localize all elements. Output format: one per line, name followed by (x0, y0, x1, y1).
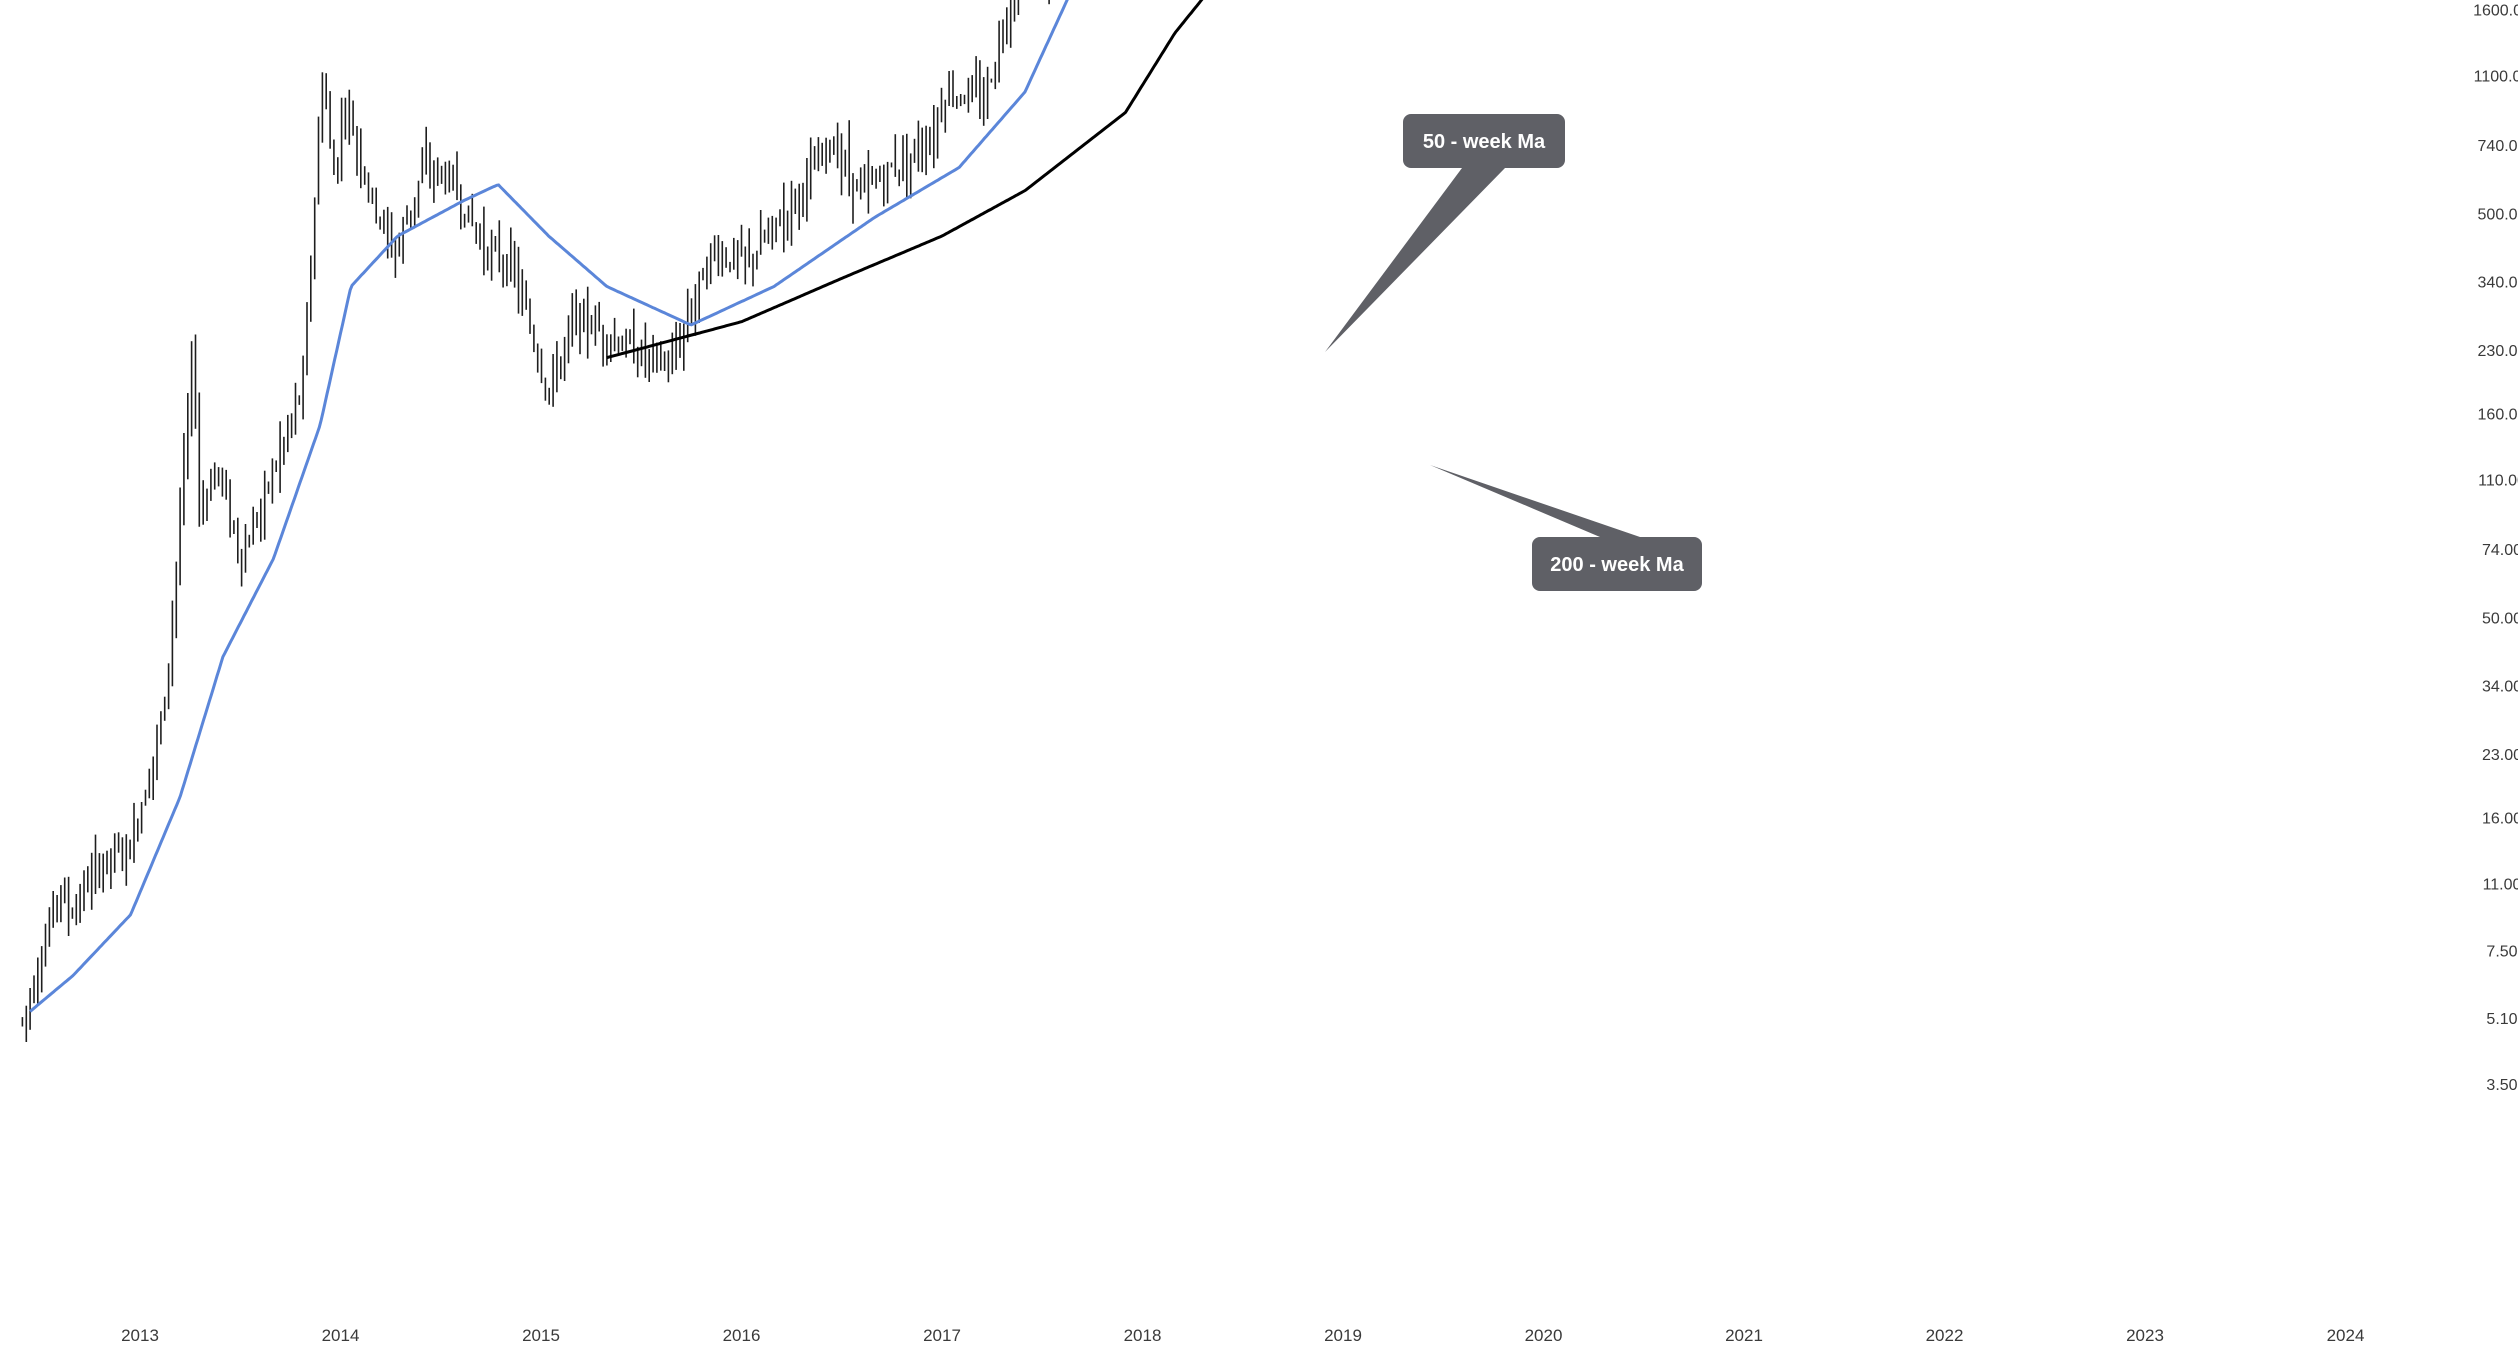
callout-label: 50 - week Ma (1423, 131, 1546, 153)
y-tick-label: 7.50 (2486, 943, 2517, 960)
y-tick-label: 740.00 (2478, 138, 2518, 155)
x-tick-label: 2016 (723, 1326, 761, 1345)
callout-box (1403, 114, 1565, 168)
y-tick-label: 110.00 (2478, 472, 2518, 489)
x-tick-label: 2021 (1725, 1326, 1763, 1345)
y-tick-label: 23.00 (2482, 747, 2518, 764)
x-tick-label: 2024 (2327, 1326, 2365, 1345)
x-tick-label: 2023 (2126, 1326, 2164, 1345)
annotation-layer: 50 - week Ma 200 - week Ma (1325, 114, 1702, 591)
x-tick-label: 2015 (522, 1326, 560, 1345)
x-tick-label: 2020 (1525, 1326, 1563, 1345)
y-tick-label: 74.00 (2482, 542, 2518, 559)
y-tick-label: 160.00 (2478, 407, 2518, 424)
callout-box (1532, 537, 1702, 591)
price-candles-layer (21, 0, 1050, 1042)
callout-label: 200 - week Ma (1550, 554, 1684, 576)
ma200-line (606, 0, 1204, 360)
y-tick-label: 1100.00 (2474, 68, 2518, 85)
y-tick-label: 1600.00 (2473, 3, 2518, 20)
x-tick-label: 2017 (923, 1326, 961, 1345)
y-axis: 160000.00110000.0074000.0050000.0034000.… (2473, 3, 2518, 1095)
x-tick-label: 2018 (1124, 1326, 1162, 1345)
y-tick-label: 500.00 (2478, 207, 2518, 224)
x-tick-label: 2013 (121, 1326, 159, 1345)
ma50-line (29, 0, 1069, 1013)
callout-pointer (1430, 465, 1640, 537)
x-tick-label: 2014 (322, 1326, 360, 1345)
callout-pointer (1325, 168, 1505, 352)
x-tick-label: 2019 (1324, 1326, 1362, 1345)
y-tick-label: 50.00 (2482, 611, 2518, 628)
y-tick-label: 230.00 (2478, 343, 2518, 360)
y-tick-label: 3.50 (2486, 1077, 2517, 1094)
y-tick-label: 16.00 (2482, 811, 2518, 828)
y-tick-label: 34.00 (2482, 678, 2518, 695)
x-axis: 2013 2014 2015 2016 2017 2018 2019 2020 2021 2022… (121, 1326, 2364, 1345)
y-tick-label: 11.00 (2483, 876, 2518, 893)
y-tick-label: 5.10 (2486, 1011, 2517, 1028)
x-tick-label: 2022 (1926, 1326, 1964, 1345)
y-tick-label: 340.00 (2478, 274, 2518, 291)
